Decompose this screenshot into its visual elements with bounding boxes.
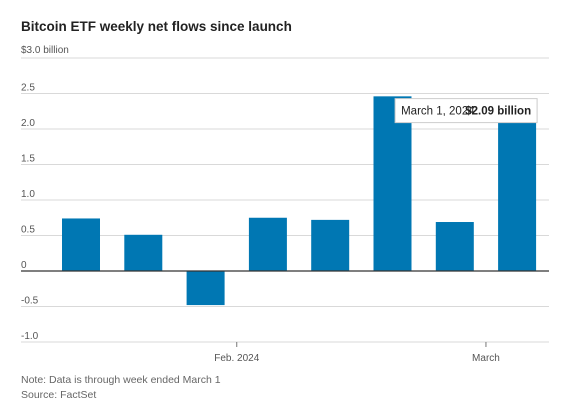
bar bbox=[124, 234, 163, 271]
annotation-value: $2.09 billion bbox=[465, 106, 531, 118]
chart-notes: Note: Data is through week ended March 1… bbox=[21, 373, 221, 403]
y-tick-label: 2.0 bbox=[21, 118, 35, 129]
bar bbox=[498, 122, 537, 271]
y-tick-label: 1.0 bbox=[21, 189, 35, 200]
y-axis-unit-label: $3.0 billion bbox=[21, 45, 69, 56]
chart-title: Bitcoin ETF weekly net flows since launc… bbox=[21, 19, 292, 34]
y-tick-label: 0 bbox=[21, 260, 27, 271]
y-tick-label: -1.0 bbox=[21, 331, 39, 342]
bar bbox=[373, 96, 412, 271]
annotation-date: March 1, 2024 bbox=[401, 106, 475, 118]
bar bbox=[186, 271, 225, 306]
note-text: Note: Data is through week ended March 1 bbox=[21, 374, 221, 386]
bar bbox=[62, 218, 100, 271]
y-tick-label: 2.5 bbox=[21, 83, 35, 94]
source-text: Source: FactSet bbox=[21, 389, 97, 401]
y-tick-label: 1.5 bbox=[21, 154, 35, 165]
y-tick-label: -0.5 bbox=[21, 296, 39, 307]
bar bbox=[311, 219, 350, 271]
annotation-box bbox=[394, 98, 538, 124]
bar bbox=[435, 222, 474, 271]
x-tick-label: Feb. 2024 bbox=[214, 353, 259, 364]
bar-chart: 2.5 2.0 1.5 1.0 0.5 0 -0.5 -1.0 $3.0 billion Feb.… bbox=[21, 45, 549, 364]
x-tick-label: March bbox=[472, 353, 500, 364]
y-tick-label: 0.5 bbox=[21, 225, 35, 236]
bar bbox=[248, 217, 287, 271]
